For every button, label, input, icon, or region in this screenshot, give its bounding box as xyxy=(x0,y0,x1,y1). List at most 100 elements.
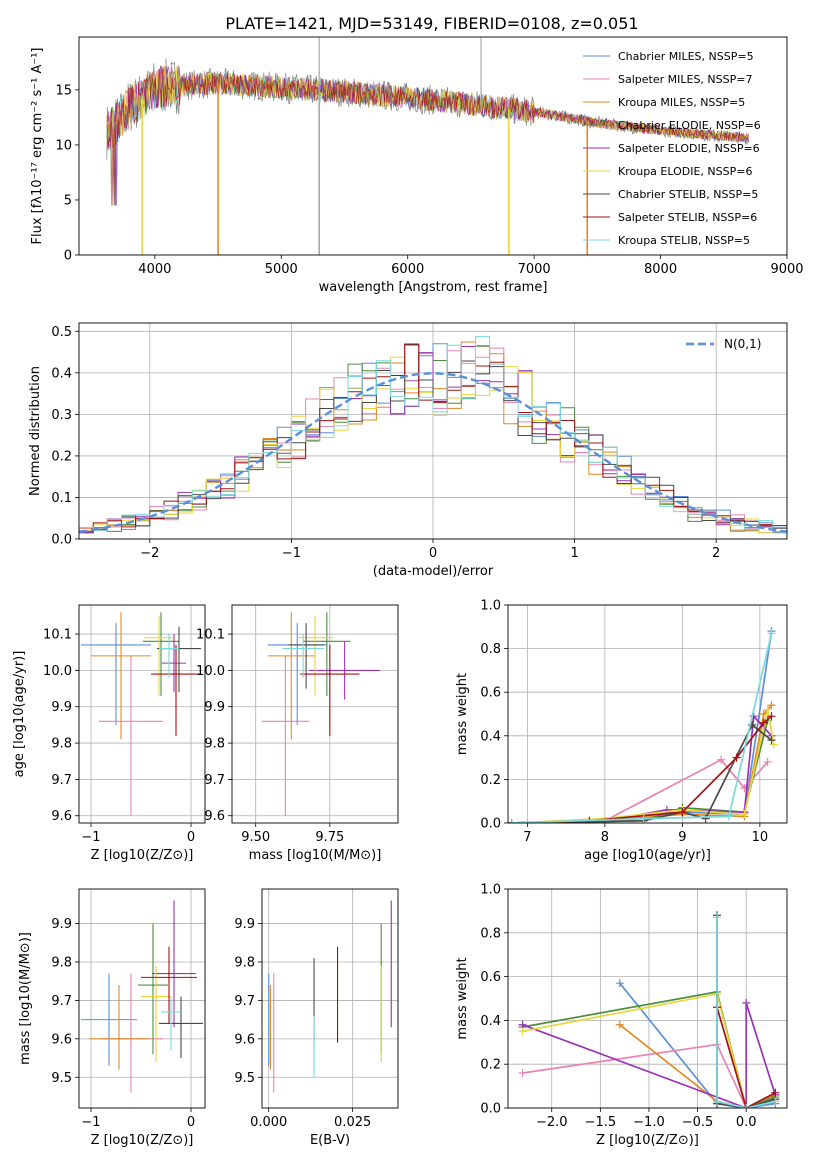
x-axis-label: wavelength [Angstrom, rest frame] xyxy=(319,280,548,295)
normal-curve xyxy=(79,372,787,533)
weight-marker xyxy=(717,755,726,764)
y-tick-label: 9.7 xyxy=(51,994,72,1009)
weight-marker xyxy=(740,810,749,819)
spectrum-line xyxy=(106,68,749,206)
y-tick-label: 9.6 xyxy=(51,1032,72,1047)
axes-frame xyxy=(507,888,788,1109)
y-tick-label: 10.0 xyxy=(43,664,72,679)
y-tick-label: 9.9 xyxy=(51,917,72,932)
weight-marker xyxy=(742,998,751,1007)
weight-marker xyxy=(759,718,768,727)
legend-label: Chabrier MILES, NSSP=5 xyxy=(618,50,754,63)
weight-marker xyxy=(615,979,624,988)
y-tick-label: 0.8 xyxy=(480,642,501,657)
axes-frame xyxy=(507,604,788,824)
x-tick-label: 0.025 xyxy=(334,1115,371,1130)
y-tick-label: 10.1 xyxy=(196,628,225,643)
x-tick-label: 7000 xyxy=(518,262,551,277)
weight-marker xyxy=(732,753,741,762)
y-tick-label: 10.0 xyxy=(196,664,225,679)
y-tick-label: 0.2 xyxy=(480,773,501,788)
x-tick-label: 8000 xyxy=(644,262,677,277)
y-tick-label: 9.5 xyxy=(51,1071,72,1086)
y-tick-label: 9.9 xyxy=(51,700,72,715)
histogram-step-line xyxy=(79,344,787,533)
axes-frame xyxy=(78,322,788,540)
y-axis-label: Normed distribution xyxy=(28,366,43,496)
y-tick-label: 1.0 xyxy=(480,599,501,614)
x-tick-label: 0 xyxy=(429,546,437,561)
weight-marker xyxy=(713,1097,722,1106)
x-tick-label: 0.0 xyxy=(736,1115,757,1130)
axes-weight_vs_age: 7 8 9 10 0.0 0.2 0.4 0.6 0.8 1.0 age [log10(age/yr… xyxy=(455,599,788,863)
x-tick-label: −1.0 xyxy=(633,1115,665,1130)
weight-marker xyxy=(742,1104,751,1108)
weight-marker xyxy=(769,740,778,749)
x-tick-label: 0 xyxy=(187,1115,195,1130)
y-tick-label: 0.4 xyxy=(51,366,72,381)
x-tick-label: −2 xyxy=(140,546,159,561)
weight-line xyxy=(716,1007,776,1108)
x-tick-label: −2.0 xyxy=(536,1115,568,1130)
x-tick-label: 9.75 xyxy=(315,830,344,845)
y-axis-label: mass [log10(M/M⊙)] xyxy=(18,932,33,1065)
plot-area-mass_vs_Z xyxy=(81,900,203,1093)
histogram-step-line xyxy=(79,336,787,534)
legend-label: Chabrier STELIB, NSSP=5 xyxy=(618,188,758,201)
x-axis-label: mass [log10(M/M⊙)] xyxy=(249,848,382,863)
y-axis-label: mass weight xyxy=(455,673,470,755)
y-tick-label: 0.3 xyxy=(51,408,72,423)
x-tick-label: 5000 xyxy=(265,262,298,277)
x-tick-label: 8 xyxy=(601,830,609,845)
weight-line xyxy=(522,1002,777,1108)
weight-marker xyxy=(763,705,772,714)
x-axis-label: Z [log10(Z/Z⊙)] xyxy=(91,1133,194,1148)
y-tick-label: 0.0 xyxy=(480,817,501,832)
x-tick-label: −1 xyxy=(81,1115,100,1130)
weight-marker xyxy=(508,819,516,823)
weight-marker xyxy=(767,712,776,721)
y-tick-label: 9.8 xyxy=(51,737,72,752)
axes-weight_vs_Z: −2.0 −1.5 −1.0 −0.5 0.0 0.0 0.2 0.4 0.6 0.8 1.0 Z [… xyxy=(455,883,788,1148)
legend-label: N(0,1) xyxy=(724,337,761,351)
x-tick-label: 9.50 xyxy=(241,830,270,845)
x-axis-label: Z [log10(Z/Z⊙)] xyxy=(91,848,194,863)
axes-frame xyxy=(78,604,206,824)
y-tick-label: 9.9 xyxy=(204,700,225,715)
y-tick-label: 15 xyxy=(55,83,72,98)
x-axis-label: Z [log10(Z/Z⊙)] xyxy=(596,1133,699,1148)
weight-marker xyxy=(615,1020,624,1029)
y-tick-label: 0.1 xyxy=(51,491,72,506)
weight-marker xyxy=(767,736,776,745)
weight-marker xyxy=(767,701,776,710)
plots-layer: 4000 5000 6000 7000 8000 9000051015wavelength… xyxy=(12,36,804,1148)
y-tick-label: 1.0 xyxy=(480,883,501,898)
y-tick-label: 0.0 xyxy=(480,1102,501,1117)
y-tick-label: 9.8 xyxy=(51,956,72,971)
legend-label: Kroupa MILES, NSSP=5 xyxy=(618,96,745,109)
weight-line xyxy=(511,633,773,823)
plot-area-weight_vs_Z xyxy=(518,911,780,1108)
y-tick-label: 9.7 xyxy=(234,994,255,1009)
legend-label: Salpeter STELIB, NSSP=6 xyxy=(618,211,757,224)
y-tick-label: 9.9 xyxy=(234,917,255,932)
x-tick-label: 0 xyxy=(187,830,195,845)
y-tick-label: 0.6 xyxy=(480,970,501,985)
y-tick-label: 0.5 xyxy=(51,325,72,340)
y-tick-label: 0.2 xyxy=(51,449,72,464)
x-tick-label: 10 xyxy=(752,830,769,845)
x-axis-label: age [log10(age/yr)] xyxy=(584,848,711,863)
y-tick-label: 9.8 xyxy=(204,737,225,752)
weight-marker xyxy=(771,1097,780,1106)
x-axis-label: (data-model)/error xyxy=(373,564,494,579)
weight-marker xyxy=(662,805,671,814)
y-tick-label: 9.6 xyxy=(51,809,72,824)
plot-area-age_vs_Z xyxy=(81,612,201,816)
axes-mass_vs_Z: −1 0 9.5 9.6 9.7 9.8 9.9 Z [log10(Z/Z⊙)] mass [l… xyxy=(18,888,206,1148)
plot-area-weight_vs_age xyxy=(508,627,778,823)
legend-label: Chabrier ELODIE, NSSP=6 xyxy=(618,119,761,132)
weight-marker xyxy=(518,1027,527,1036)
x-tick-label: 0.000 xyxy=(250,1115,287,1130)
